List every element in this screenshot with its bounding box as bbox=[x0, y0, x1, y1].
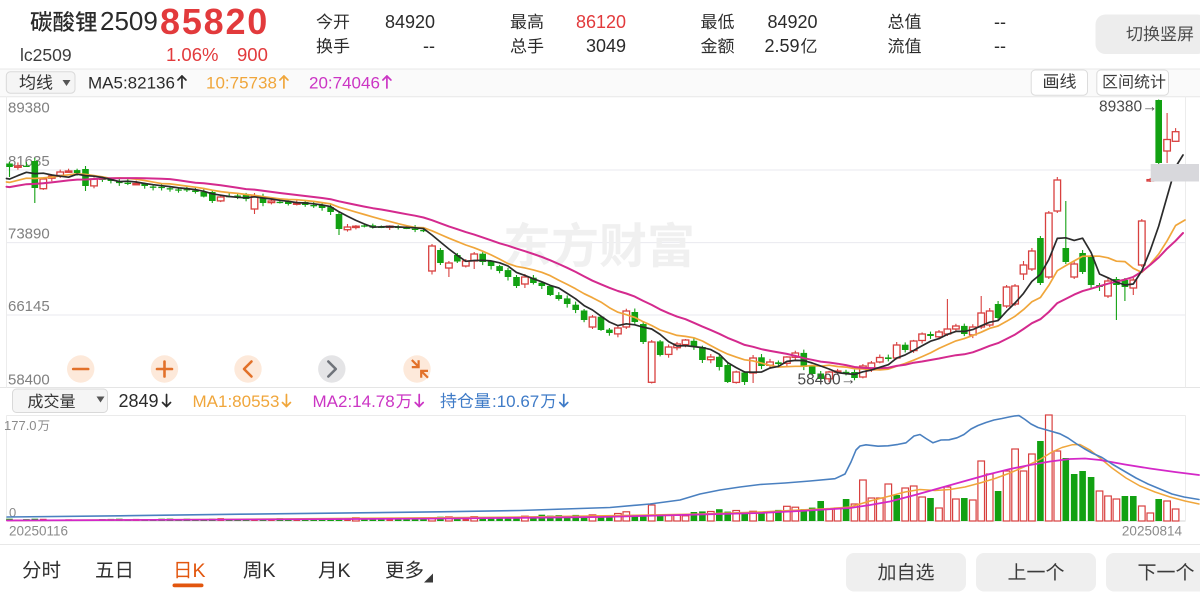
svg-text:0: 0 bbox=[9, 505, 16, 520]
svg-text:84920: 84920 bbox=[385, 12, 435, 32]
svg-text:MA1:80553: MA1:80553 bbox=[193, 392, 280, 411]
svg-text:K: K bbox=[263, 560, 276, 582]
svg-text:20:74046: 20:74046 bbox=[309, 74, 380, 93]
svg-text:89380→: 89380→ bbox=[1099, 99, 1158, 116]
svg-text:84920: 84920 bbox=[767, 12, 817, 32]
svg-text:K: K bbox=[338, 560, 351, 582]
svg-text:177.0: 177.0 bbox=[4, 418, 37, 433]
svg-text:85820: 85820 bbox=[160, 1, 269, 42]
svg-text:10:75738: 10:75738 bbox=[206, 74, 277, 93]
svg-text:--: -- bbox=[994, 36, 1006, 56]
svg-text:3049: 3049 bbox=[586, 36, 626, 56]
svg-text:20250116: 20250116 bbox=[9, 524, 68, 539]
svg-text:58400: 58400 bbox=[8, 372, 50, 389]
svg-text:lc2509: lc2509 bbox=[20, 45, 72, 65]
svg-text:MA2:14.78: MA2:14.78 bbox=[313, 392, 395, 411]
svg-text:1.06%: 1.06% bbox=[166, 44, 218, 65]
svg-text:--: -- bbox=[423, 36, 435, 56]
svg-text:20250814: 20250814 bbox=[1122, 524, 1183, 539]
svg-text:MA5:82136: MA5:82136 bbox=[88, 74, 175, 93]
svg-text:58400→: 58400→ bbox=[798, 372, 857, 389]
svg-text::10.67: :10.67 bbox=[492, 392, 539, 411]
svg-text:2849: 2849 bbox=[119, 391, 159, 411]
svg-text:--: -- bbox=[994, 12, 1006, 32]
svg-text:89380: 89380 bbox=[8, 100, 50, 117]
svg-text:73890: 73890 bbox=[8, 226, 50, 243]
svg-text:900: 900 bbox=[237, 44, 268, 65]
svg-text:66145: 66145 bbox=[8, 298, 50, 315]
svg-text:2.59: 2.59 bbox=[764, 36, 799, 56]
svg-text:2509: 2509 bbox=[100, 6, 158, 36]
svg-text:K: K bbox=[193, 560, 206, 582]
svg-text:86120: 86120 bbox=[576, 12, 626, 32]
